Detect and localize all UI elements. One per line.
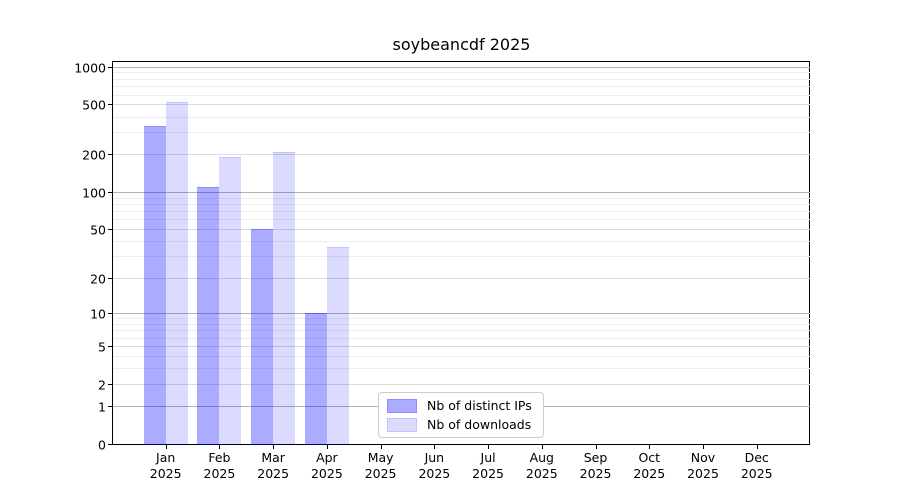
- major-gridline: [113, 277, 810, 279]
- minor-gridline: [113, 211, 810, 213]
- ytick-label: 500: [82, 97, 106, 113]
- ytick-mark: [108, 277, 112, 279]
- minor-gridline: [113, 356, 810, 358]
- minor-gridline: [113, 132, 810, 134]
- xtick-label: Oct 2025: [633, 450, 666, 481]
- ytick-mark: [108, 444, 112, 445]
- xtick-label: Jul 2025: [472, 450, 504, 481]
- minor-gridline: [113, 256, 810, 258]
- xtick-label: May 2025: [364, 450, 397, 481]
- ytick-mark: [108, 104, 112, 106]
- legend: Nb of distinct IPs Nb of downloads: [378, 392, 544, 438]
- xtick-mark: [273, 445, 275, 449]
- legend-label: Nb of downloads: [427, 417, 532, 432]
- ytick-mark: [108, 406, 112, 408]
- bar-nb-of-distinct-ips-apr: [304, 313, 327, 445]
- xtick-label: Sep 2025: [579, 450, 612, 481]
- xtick-label: Apr 2025: [310, 450, 343, 481]
- legend-entry: Nb of downloads: [387, 417, 535, 432]
- minor-gridline: [113, 337, 810, 339]
- minor-gridline: [113, 330, 810, 332]
- ytick-label: 50: [90, 222, 106, 238]
- legend-entry: Nb of distinct IPs: [387, 398, 535, 413]
- xtick-mark: [434, 445, 436, 449]
- ytick-label: 100: [82, 185, 106, 201]
- bar-nb-of-downloads-mar: [273, 151, 296, 445]
- ytick-mark: [108, 313, 112, 315]
- plot-area: [112, 61, 810, 445]
- ytick-mark: [108, 346, 112, 348]
- ytick-mark: [108, 229, 112, 231]
- minor-gridline: [113, 72, 810, 74]
- ytick-label: 2: [98, 377, 106, 393]
- ytick-mark: [108, 384, 112, 385]
- ytick-label: 200: [82, 147, 106, 163]
- ytick-label: 5: [98, 339, 106, 355]
- xtick-mark: [326, 445, 328, 449]
- bar-nb-of-downloads-jan: [165, 102, 188, 445]
- xtick-label: Dec 2025: [740, 450, 773, 481]
- ytick-mark: [108, 191, 112, 193]
- minor-gridline: [113, 78, 810, 80]
- minor-gridline: [113, 116, 810, 118]
- major-gridline: [113, 229, 810, 231]
- xtick-mark: [165, 445, 167, 449]
- minor-gridline: [113, 318, 810, 320]
- major-gridline: [113, 66, 810, 68]
- ytick-mark: [108, 66, 112, 68]
- xtick-mark: [756, 445, 758, 449]
- bar-nb-of-distinct-ips-mar: [251, 229, 274, 445]
- major-gridline: [113, 346, 810, 348]
- legend-label: Nb of distinct IPs: [427, 398, 532, 413]
- chart-title: soybeancdf 2025: [392, 35, 531, 54]
- ytick-label: 0: [98, 437, 106, 453]
- xtick-mark: [649, 445, 651, 449]
- xtick-mark: [380, 445, 382, 449]
- minor-gridline: [113, 94, 810, 96]
- ytick-label: 1: [98, 399, 106, 415]
- xtick-label: Aug 2025: [525, 450, 558, 481]
- xtick-label: Mar 2025: [257, 450, 290, 481]
- xtick-label: Jun 2025: [418, 450, 451, 481]
- minor-gridline: [113, 368, 810, 370]
- bar-nb-of-downloads-feb: [219, 157, 242, 445]
- xtick-label: Nov 2025: [687, 450, 719, 481]
- ytick-label: 1000: [74, 60, 106, 76]
- ytick-label: 20: [90, 271, 106, 287]
- minor-gridline: [113, 204, 810, 205]
- bar-nb-of-downloads-apr: [326, 246, 349, 445]
- major-gridline: [113, 191, 810, 193]
- major-gridline: [113, 313, 810, 315]
- xtick-mark: [595, 445, 597, 449]
- minor-gridline: [113, 197, 810, 199]
- legend-swatch: [387, 417, 417, 432]
- major-gridline: [113, 384, 810, 385]
- xtick-mark: [541, 445, 543, 449]
- minor-gridline: [113, 241, 810, 243]
- major-gridline: [113, 154, 810, 156]
- xtick-mark: [703, 445, 704, 449]
- xtick-label: Feb 2025: [203, 450, 236, 481]
- xtick-mark: [219, 445, 221, 449]
- legend-swatch: [387, 398, 417, 413]
- xtick-mark: [488, 445, 490, 449]
- bar-nb-of-distinct-ips-jan: [143, 126, 166, 445]
- xtick-label: Jan 2025: [149, 450, 182, 481]
- minor-gridline: [113, 86, 810, 88]
- ytick-label: 10: [90, 306, 106, 322]
- minor-gridline: [113, 219, 810, 221]
- major-gridline: [113, 104, 810, 106]
- ytick-mark: [108, 154, 112, 156]
- minor-gridline: [113, 324, 810, 325]
- bar-nb-of-distinct-ips-feb: [197, 186, 220, 445]
